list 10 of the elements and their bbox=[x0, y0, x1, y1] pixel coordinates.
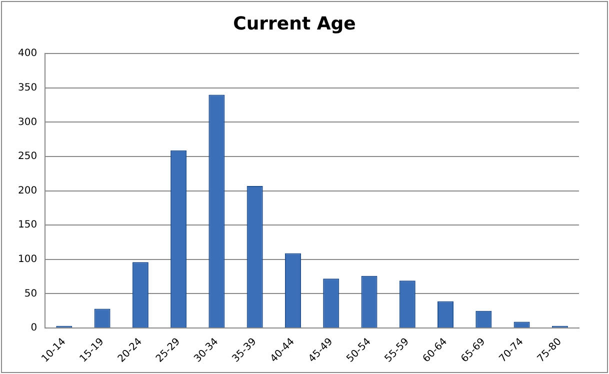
y-tick-label: 0 bbox=[30, 322, 38, 334]
y-tick-label: 350 bbox=[18, 82, 38, 94]
y-tick-label: 50 bbox=[24, 288, 38, 300]
y-tick-label: 100 bbox=[18, 254, 38, 265]
y-tick-label: 250 bbox=[18, 151, 38, 162]
y-tick-label: 150 bbox=[18, 220, 38, 231]
chart-title: Current Age bbox=[233, 13, 356, 34]
y-tick-label: 300 bbox=[18, 116, 38, 128]
y-tick-label: 400 bbox=[18, 48, 38, 60]
y-tick-label: 200 bbox=[18, 185, 38, 196]
